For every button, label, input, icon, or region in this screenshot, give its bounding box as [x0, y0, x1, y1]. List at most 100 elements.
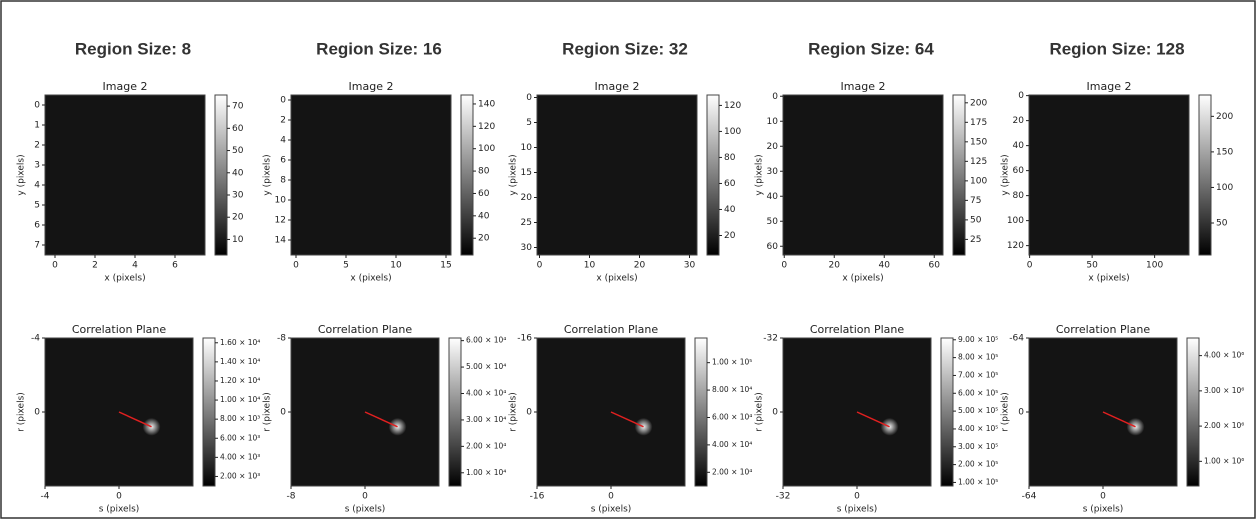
colorbar: [707, 95, 719, 255]
y-axis-label: r (pixels): [755, 392, 765, 432]
x-tick-label: 60: [929, 261, 941, 271]
x-axis-label: x (pixels): [596, 274, 637, 284]
x-tick-label: 0: [537, 261, 543, 271]
x-tick-label: 6: [172, 261, 178, 271]
y-axis-label: y (pixels): [17, 154, 27, 195]
colorbar: [461, 95, 473, 255]
colorbar-tick-label: 40: [232, 168, 244, 178]
colorbar-tick-label: 8.00 × 10⁵: [958, 353, 998, 362]
y-tick-label: 60: [767, 242, 779, 252]
x-tick-label: 15: [440, 261, 451, 271]
y-tick-label: 10: [767, 117, 779, 127]
y-tick-label: 40: [1013, 141, 1025, 151]
y-axis-label: y (pixels): [263, 154, 273, 195]
colorbar-tick-label: 1.00 × 10⁶: [1204, 456, 1244, 465]
colorbar: [695, 338, 707, 486]
colorbar-tick-label: 1.60 × 10⁴: [220, 338, 260, 347]
y-tick-label: 15: [521, 168, 532, 178]
colorbar: [953, 95, 965, 255]
x-tick-label: 0: [293, 261, 299, 271]
y-tick-label: 25: [521, 218, 532, 228]
y-tick-label: -32: [763, 334, 778, 344]
colorbar-tick-label: 50: [232, 146, 244, 156]
y-tick-label: 0: [34, 408, 40, 418]
colorbar-tick-label: 1.00 × 10⁵: [958, 477, 998, 486]
colorbar-tick-label: 150: [1216, 147, 1233, 157]
y-tick-label: 20: [521, 193, 533, 203]
colorbar-tick-label: 3.00 × 10⁴: [466, 415, 506, 424]
panel-title: Region Size: 128: [1049, 39, 1184, 58]
colorbar-tick-label: 25: [970, 235, 981, 245]
axes-title: Correlation Plane: [1056, 323, 1151, 336]
x-tick-label: 20: [634, 261, 646, 271]
colorbar-tick-label: 1.00 × 10⁵: [712, 358, 752, 367]
x-tick-label: 10: [584, 261, 596, 271]
axes-title: Image 2: [841, 80, 886, 93]
x-tick-label: 30: [684, 261, 696, 271]
colorbar-tick-label: 150: [970, 137, 987, 147]
colorbar-tick-label: 50: [1216, 219, 1228, 229]
x-tick-label: 2: [92, 261, 98, 271]
x-tick-label: 50: [1086, 261, 1098, 271]
y-tick-label: 3: [34, 161, 40, 171]
colorbar-tick-label: 4.00 × 10⁴: [712, 440, 752, 449]
y-axis-label: y (pixels): [1001, 154, 1011, 195]
y-tick-label: -4: [31, 334, 40, 344]
colorbar-tick-label: 60: [724, 179, 736, 189]
colorbar-tick-label: 40: [724, 205, 736, 215]
y-tick-label: 6: [34, 221, 40, 231]
y-tick-label: 20: [1013, 116, 1025, 126]
heatmap: [1029, 95, 1189, 255]
y-tick-label: 2: [280, 116, 286, 126]
colorbar-tick-label: 20: [478, 234, 490, 244]
colorbar-tick-label: 50: [970, 215, 982, 225]
x-axis-label: x (pixels): [104, 274, 145, 284]
colorbar-tick-label: 7.00 × 10⁵: [958, 370, 998, 379]
colorbar: [449, 338, 461, 486]
axes-title: Correlation Plane: [564, 323, 659, 336]
colorbar-tick-label: 5.00 × 10⁵: [958, 406, 998, 415]
panel-title: Region Size: 8: [75, 39, 191, 58]
panel-title: Region Size: 16: [316, 39, 442, 58]
colorbar-tick-label: 40: [478, 211, 490, 221]
y-tick-label: 0: [280, 96, 286, 106]
colorbar-tick-label: 1.40 × 10⁴: [220, 357, 260, 366]
x-tick-label: 100: [1146, 261, 1163, 271]
x-tick-label: 0: [781, 261, 787, 271]
x-tick-label: -64: [1022, 492, 1037, 502]
colorbar-tick-label: 20: [724, 231, 736, 241]
colorbar-tick-label: 200: [1216, 112, 1233, 122]
colorbar-tick-label: 6.00 × 10⁵: [958, 388, 998, 397]
y-tick-label: 0: [280, 408, 286, 418]
heatmap: [783, 95, 943, 255]
y-tick-label: 1: [34, 121, 40, 131]
y-tick-label: 0: [1018, 91, 1024, 101]
y-tick-label: 50: [767, 217, 779, 227]
x-tick-label: -16: [530, 492, 545, 502]
x-tick-label: 0: [854, 492, 860, 502]
y-tick-label: 30: [521, 243, 533, 253]
x-tick-label: 0: [608, 492, 614, 502]
y-tick-label: -8: [277, 334, 286, 344]
x-tick-label: 0: [52, 261, 58, 271]
y-tick-label: 0: [772, 408, 778, 418]
colorbar: [941, 338, 953, 486]
axes-title: Image 2: [349, 80, 394, 93]
colorbar-tick-label: 100: [970, 176, 987, 186]
y-tick-label: -64: [1009, 334, 1024, 344]
colorbar-tick-label: 2.00 × 10⁵: [958, 460, 998, 469]
y-tick-label: 4: [280, 136, 286, 146]
colorbar-tick-label: 1.20 × 10⁴: [220, 376, 260, 385]
panel-title: Region Size: 64: [808, 39, 934, 58]
colorbar-tick-label: 3.00 × 10⁵: [958, 442, 998, 451]
colorbar-tick-label: 4.00 × 10⁶: [1204, 351, 1244, 360]
y-tick-label: 10: [275, 196, 287, 206]
y-tick-label: 80: [1013, 191, 1025, 201]
colorbar-tick-label: 4.00 × 10⁴: [466, 389, 506, 398]
colorbar-tick-label: 6.00 × 10⁴: [712, 412, 752, 421]
y-axis-label: r (pixels): [509, 392, 519, 432]
colorbar-tick-label: 200: [970, 98, 987, 108]
x-tick-label: 0: [1027, 261, 1033, 271]
colorbar-tick-label: 2.00 × 10³: [220, 471, 260, 480]
panel-title: Region Size: 32: [562, 39, 688, 58]
